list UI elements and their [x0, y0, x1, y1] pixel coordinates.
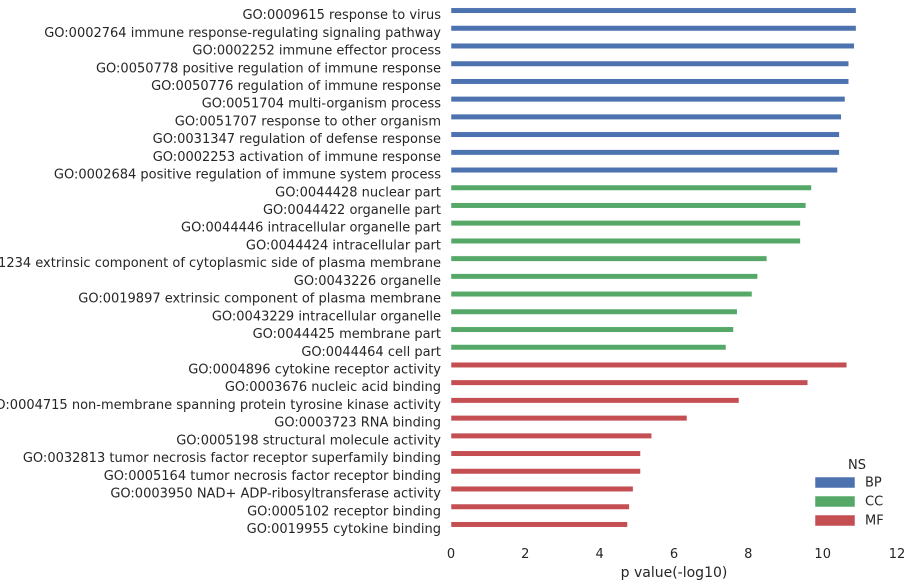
- bar-mf: [450, 521, 628, 528]
- bar-mf: [450, 485, 634, 492]
- bar-mf: [450, 361, 848, 368]
- x-axis-ticks: 0 2 4 6 8 10 12: [447, 547, 905, 562]
- category-label: GO:0043229 intracellular organelle: [212, 309, 441, 324]
- category-label: GO:0002684 positive regulation of immune…: [54, 168, 441, 183]
- bar-bp: [450, 78, 849, 85]
- bar-bp: [450, 60, 849, 67]
- legend-label-mf: MF: [865, 514, 884, 529]
- x-tick-label: 8: [744, 547, 752, 562]
- category-label: GO:0002252 immune effector process: [192, 44, 441, 59]
- legend-swatch-bp: [814, 476, 856, 489]
- category-label: GO:0003676 nucleic acid binding: [225, 380, 441, 395]
- bars: [450, 7, 857, 528]
- category-label: GO:0051704 multi-organism process: [202, 97, 442, 112]
- category-label: GO:0044424 intracellular part: [246, 239, 441, 254]
- category-label: GO:0031347 regulation of defense respons…: [153, 132, 441, 147]
- x-tick-label: 10: [814, 547, 831, 562]
- bar-bp: [450, 113, 842, 120]
- bar-cc: [450, 220, 801, 227]
- category-label: GO:0002253 activation of immune response: [153, 150, 441, 165]
- bar-bp: [450, 96, 846, 103]
- bar-mf: [450, 397, 740, 404]
- bar-mf: [450, 379, 809, 386]
- category-label: GO:0044464 cell part: [301, 345, 441, 360]
- category-label: GO:0044425 membrane part: [253, 327, 441, 342]
- category-label: GO:0044428 nuclear part: [275, 185, 441, 200]
- bar-cc: [450, 291, 753, 298]
- category-label: GO:0044446 intracellular organelle part: [181, 221, 441, 236]
- bar-cc: [450, 344, 727, 351]
- category-label: GO:0002764 immune response-regulating si…: [44, 26, 441, 41]
- category-label: GO:0044422 organelle part: [263, 203, 441, 218]
- category-label: GO:0032813 tumor necrosis factor recepto…: [23, 451, 441, 466]
- category-label: GO:0004715 non-membrane spanning protein…: [0, 398, 441, 413]
- legend-label-cc: CC: [865, 495, 883, 510]
- legend-label-bp: BP: [865, 476, 882, 491]
- category-label: GO:0043226 organelle: [294, 274, 441, 289]
- bar-cc: [450, 237, 801, 244]
- x-tick-label: 4: [596, 547, 604, 562]
- category-label: GO:0019955 cytokine binding: [247, 522, 441, 537]
- category-label: GO:0003723 RNA binding: [274, 416, 441, 431]
- bar-bp: [450, 42, 855, 49]
- bar-bp: [450, 25, 857, 32]
- x-axis-title: p value(-log10): [621, 565, 728, 581]
- category-label: GO:0019897 extrinsic component of plasma…: [78, 292, 441, 307]
- legend-swatch-cc: [814, 495, 856, 508]
- bar-mf: [450, 432, 652, 439]
- bar-mf: [450, 468, 641, 475]
- bar-cc: [450, 184, 812, 191]
- legend: NS BP CC MF: [814, 458, 884, 529]
- bar-bp: [450, 131, 840, 138]
- bar-cc: [450, 308, 738, 315]
- x-tick-label: 6: [670, 547, 678, 562]
- legend-title: NS: [848, 458, 866, 473]
- bar-bp: [450, 167, 838, 174]
- bar-bp: [450, 149, 840, 156]
- bar-cc: [450, 273, 758, 280]
- legend-swatch-mf: [814, 514, 856, 527]
- x-tick-label: 2: [521, 547, 529, 562]
- category-label: GO:0005164 tumor necrosis factor recepto…: [104, 469, 441, 484]
- category-label: GO:0050778 positive regulation of immune…: [96, 61, 441, 76]
- category-label: GO:0004896 cytokine receptor activity: [188, 363, 441, 378]
- bar-cc: [450, 202, 807, 209]
- bar-mf: [450, 503, 630, 510]
- x-tick-label: 0: [447, 547, 455, 562]
- x-tick-label: 12: [889, 547, 906, 562]
- category-labels: GO:0009615 response to virus GO:0002764 i…: [0, 8, 441, 537]
- category-label: GO:0003950 NAD+ ADP-ribosyltransferase a…: [110, 487, 441, 502]
- bar-mf: [450, 450, 641, 457]
- category-label: GO:0009615 response to virus: [242, 8, 441, 23]
- category-label: GO:0031234 extrinsic component of cytopl…: [0, 256, 441, 271]
- bar-cc: [450, 326, 734, 333]
- category-label: GO:0051707 response to other organism: [175, 114, 441, 129]
- bar-cc: [450, 255, 768, 262]
- category-label: GO:0050776 regulation of immune response: [151, 79, 441, 94]
- bar-bp: [450, 7, 857, 14]
- category-label: GO:0005198 structural molecule activity: [176, 433, 441, 448]
- category-label: GO:0005102 receptor binding: [247, 504, 441, 519]
- bar-mf: [450, 415, 688, 422]
